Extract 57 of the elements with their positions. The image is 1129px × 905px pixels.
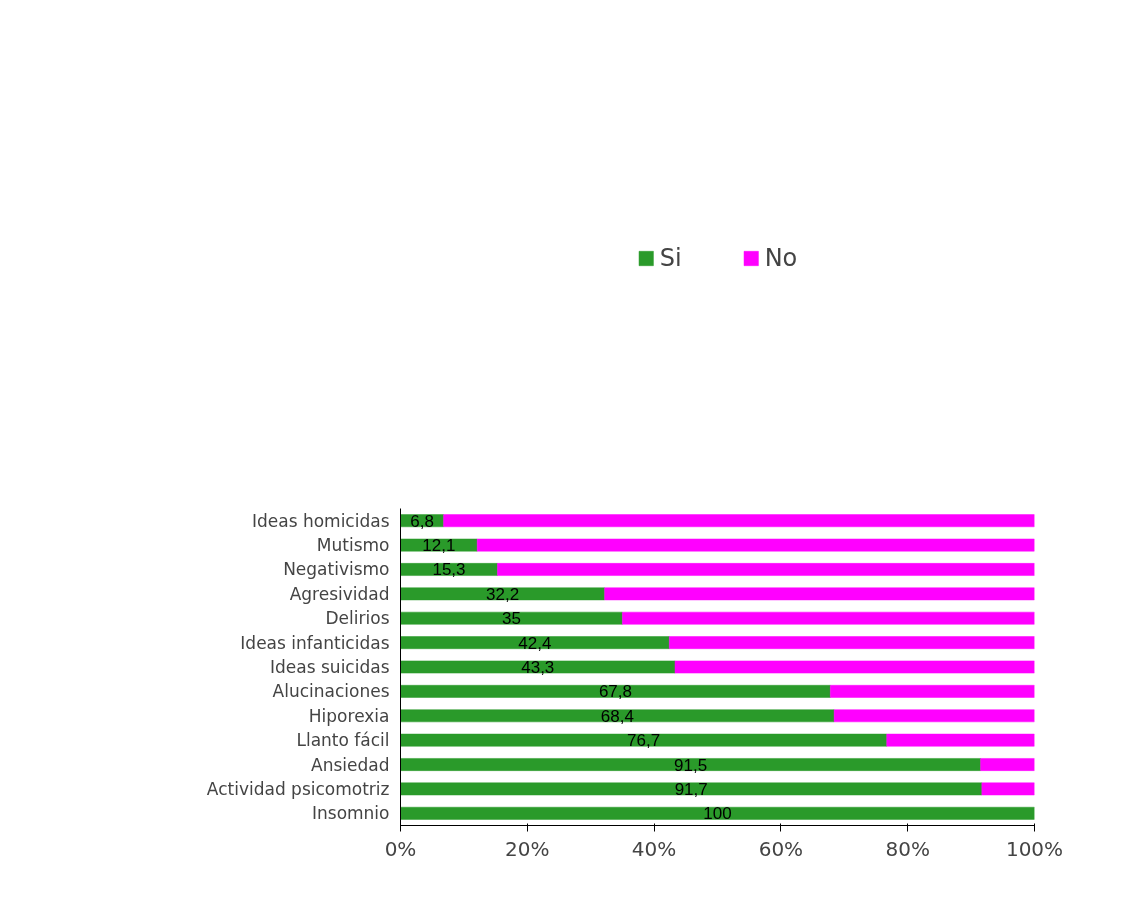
bar: [400, 709, 835, 723]
bar: [400, 660, 676, 674]
bar: [400, 685, 831, 698]
bar: [400, 636, 670, 649]
data-label: 91,7: [674, 779, 708, 799]
y-tick-label: Delirios: [325, 608, 390, 629]
bar: [400, 587, 605, 601]
data-label: 12,1: [422, 536, 456, 556]
y-tick-label: Insomnio: [312, 803, 390, 824]
bar: [476, 538, 1035, 552]
x-tick-label: 0%: [384, 836, 417, 861]
y-tick-label: Ansiedad: [311, 754, 390, 775]
y-tick-label: Alucinaciones: [272, 681, 390, 702]
bar: [400, 611, 623, 625]
legend-label: Si: [659, 244, 682, 272]
bar: [833, 709, 1035, 723]
y-tick-label: Agresividad: [289, 583, 390, 604]
bar: [400, 538, 478, 552]
data-label: 42,4: [518, 633, 552, 653]
bar: [669, 636, 1035, 649]
bar: [400, 733, 888, 747]
bar: [830, 685, 1035, 698]
data-label: 32,2: [486, 584, 520, 604]
bar: [604, 587, 1035, 601]
data-label: 100: [703, 804, 732, 824]
y-tick-label: Negativismo: [283, 559, 390, 580]
data-label: 76,7: [627, 731, 661, 751]
data-label: 15,3: [432, 560, 466, 580]
bar: [674, 660, 1035, 674]
y-tick-label: Actividad psicomotriz: [206, 778, 390, 799]
data-label: 6,8: [410, 511, 434, 531]
x-tick-label: 80%: [885, 836, 930, 861]
y-tick-label: Ideas suicidas: [270, 657, 390, 677]
bar: [622, 611, 1035, 625]
y-tick-label: Mutismo: [316, 535, 390, 556]
x-tick-label: 20%: [505, 836, 550, 861]
bar: [443, 514, 1035, 528]
bar: [497, 563, 1035, 576]
bar: [981, 782, 1035, 796]
data-label: 35: [502, 609, 521, 629]
data-label: 43,3: [521, 658, 555, 677]
x-tick-label: 100%: [1005, 836, 1064, 861]
bar: [400, 758, 981, 771]
legend-label: No: [764, 244, 798, 272]
y-tick-label: Llanto fácil: [296, 730, 390, 751]
y-tick-label: Ideas homicidas: [251, 510, 390, 531]
y-tick-label: Ideas infanticidas: [240, 632, 390, 653]
data-label: 91,5: [674, 755, 708, 775]
y-tick-label: Hiporexia: [308, 705, 390, 726]
x-tick-label: 40%: [631, 836, 677, 861]
bar: [400, 806, 1035, 820]
bar: [980, 758, 1035, 771]
bar: [400, 782, 983, 796]
data-label: 68,4: [600, 706, 634, 726]
x-tick-label: 60%: [758, 836, 804, 861]
data-label: 67,8: [598, 682, 632, 702]
bar: [886, 733, 1035, 747]
